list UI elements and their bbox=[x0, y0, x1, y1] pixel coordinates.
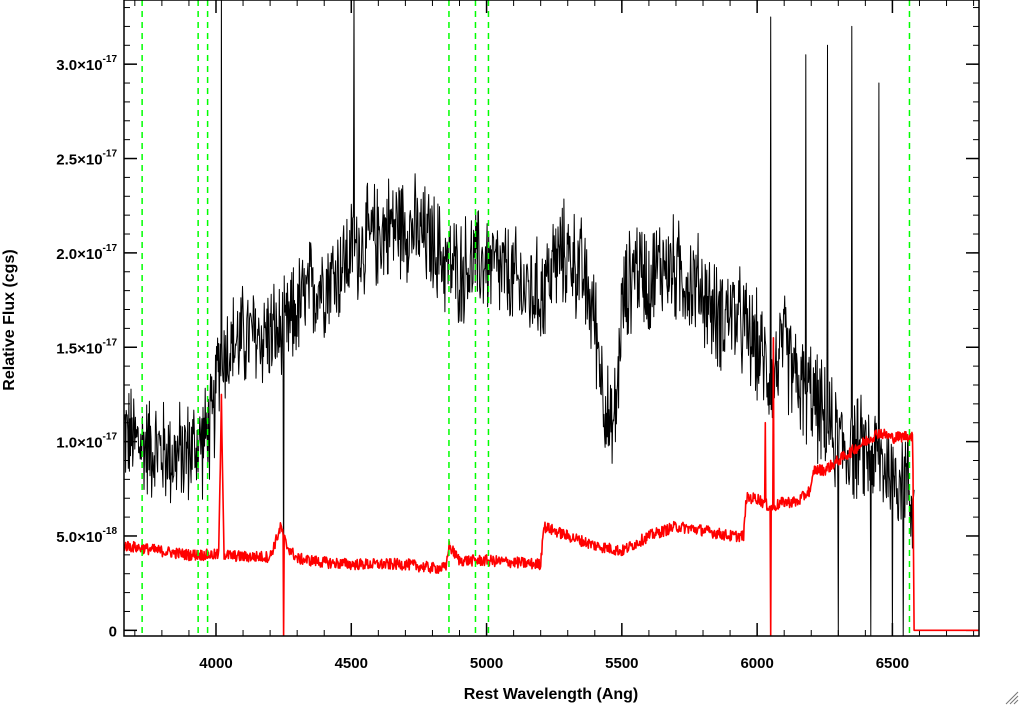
x-tick-label: 6000 bbox=[740, 655, 773, 672]
y-tick-exponent: -17 bbox=[103, 149, 118, 160]
model-spectrum-line bbox=[124, 336, 979, 636]
y-tick-mantissa: 0 bbox=[109, 623, 117, 640]
y-tick-exponent: -17 bbox=[103, 54, 118, 65]
y-tick-label: 2.5×10-17 bbox=[56, 149, 117, 169]
series-layer bbox=[124, 0, 979, 636]
x-axis-label: Rest Wavelength (Ang) bbox=[464, 686, 639, 703]
major-ticks bbox=[124, 0, 979, 636]
y-tick-label: 1.5×10-17 bbox=[56, 337, 117, 357]
y-tick-exponent: -18 bbox=[103, 526, 118, 537]
y-tick-exponent: -17 bbox=[103, 243, 118, 254]
y-tick-exponent: -17 bbox=[103, 337, 118, 348]
y-tick-mantissa: 1.0×10 bbox=[56, 435, 102, 452]
x-tick-label: 6500 bbox=[876, 655, 909, 672]
resize-grip-icon[interactable] bbox=[1005, 691, 1019, 705]
y-tick-mantissa: 3.0×10 bbox=[56, 57, 102, 74]
x-tick-label: 5000 bbox=[470, 655, 503, 672]
series-1 bbox=[124, 336, 979, 636]
x-tick-labels: 4000 4500 5000 5500 6000 6500 bbox=[199, 655, 909, 672]
y-tick-label: 1.0×10-17 bbox=[56, 432, 117, 452]
x-tick-label: 4000 bbox=[199, 655, 232, 672]
y-tick-mantissa: 2.5×10 bbox=[56, 152, 102, 169]
y-tick-labels: 05.0×10-181.0×10-171.5×10-172.0×10-172.5… bbox=[56, 54, 117, 640]
y-tick-mantissa: 2.0×10 bbox=[56, 246, 102, 263]
y-tick-label: 5.0×10-18 bbox=[56, 526, 117, 546]
x-tick-label: 4500 bbox=[335, 655, 368, 672]
vlines-layer bbox=[141, 0, 911, 636]
plot-frame bbox=[123, 0, 980, 637]
y-tick-label: 0 bbox=[109, 623, 117, 640]
x-tick-label: 5500 bbox=[605, 655, 638, 672]
series-0 bbox=[124, 0, 915, 636]
y-tick-mantissa: 5.0×10 bbox=[56, 529, 102, 546]
y-axis-label: Relative Flux (cgs) bbox=[1, 249, 18, 390]
y-tick-mantissa: 1.5×10 bbox=[56, 340, 102, 357]
minor-ticks bbox=[124, 0, 979, 636]
y-tick-exponent: -17 bbox=[103, 432, 118, 443]
y-tick-label: 3.0×10-17 bbox=[56, 54, 117, 74]
observed-spectrum-line bbox=[124, 0, 915, 636]
y-tick-label: 2.0×10-17 bbox=[56, 243, 117, 263]
